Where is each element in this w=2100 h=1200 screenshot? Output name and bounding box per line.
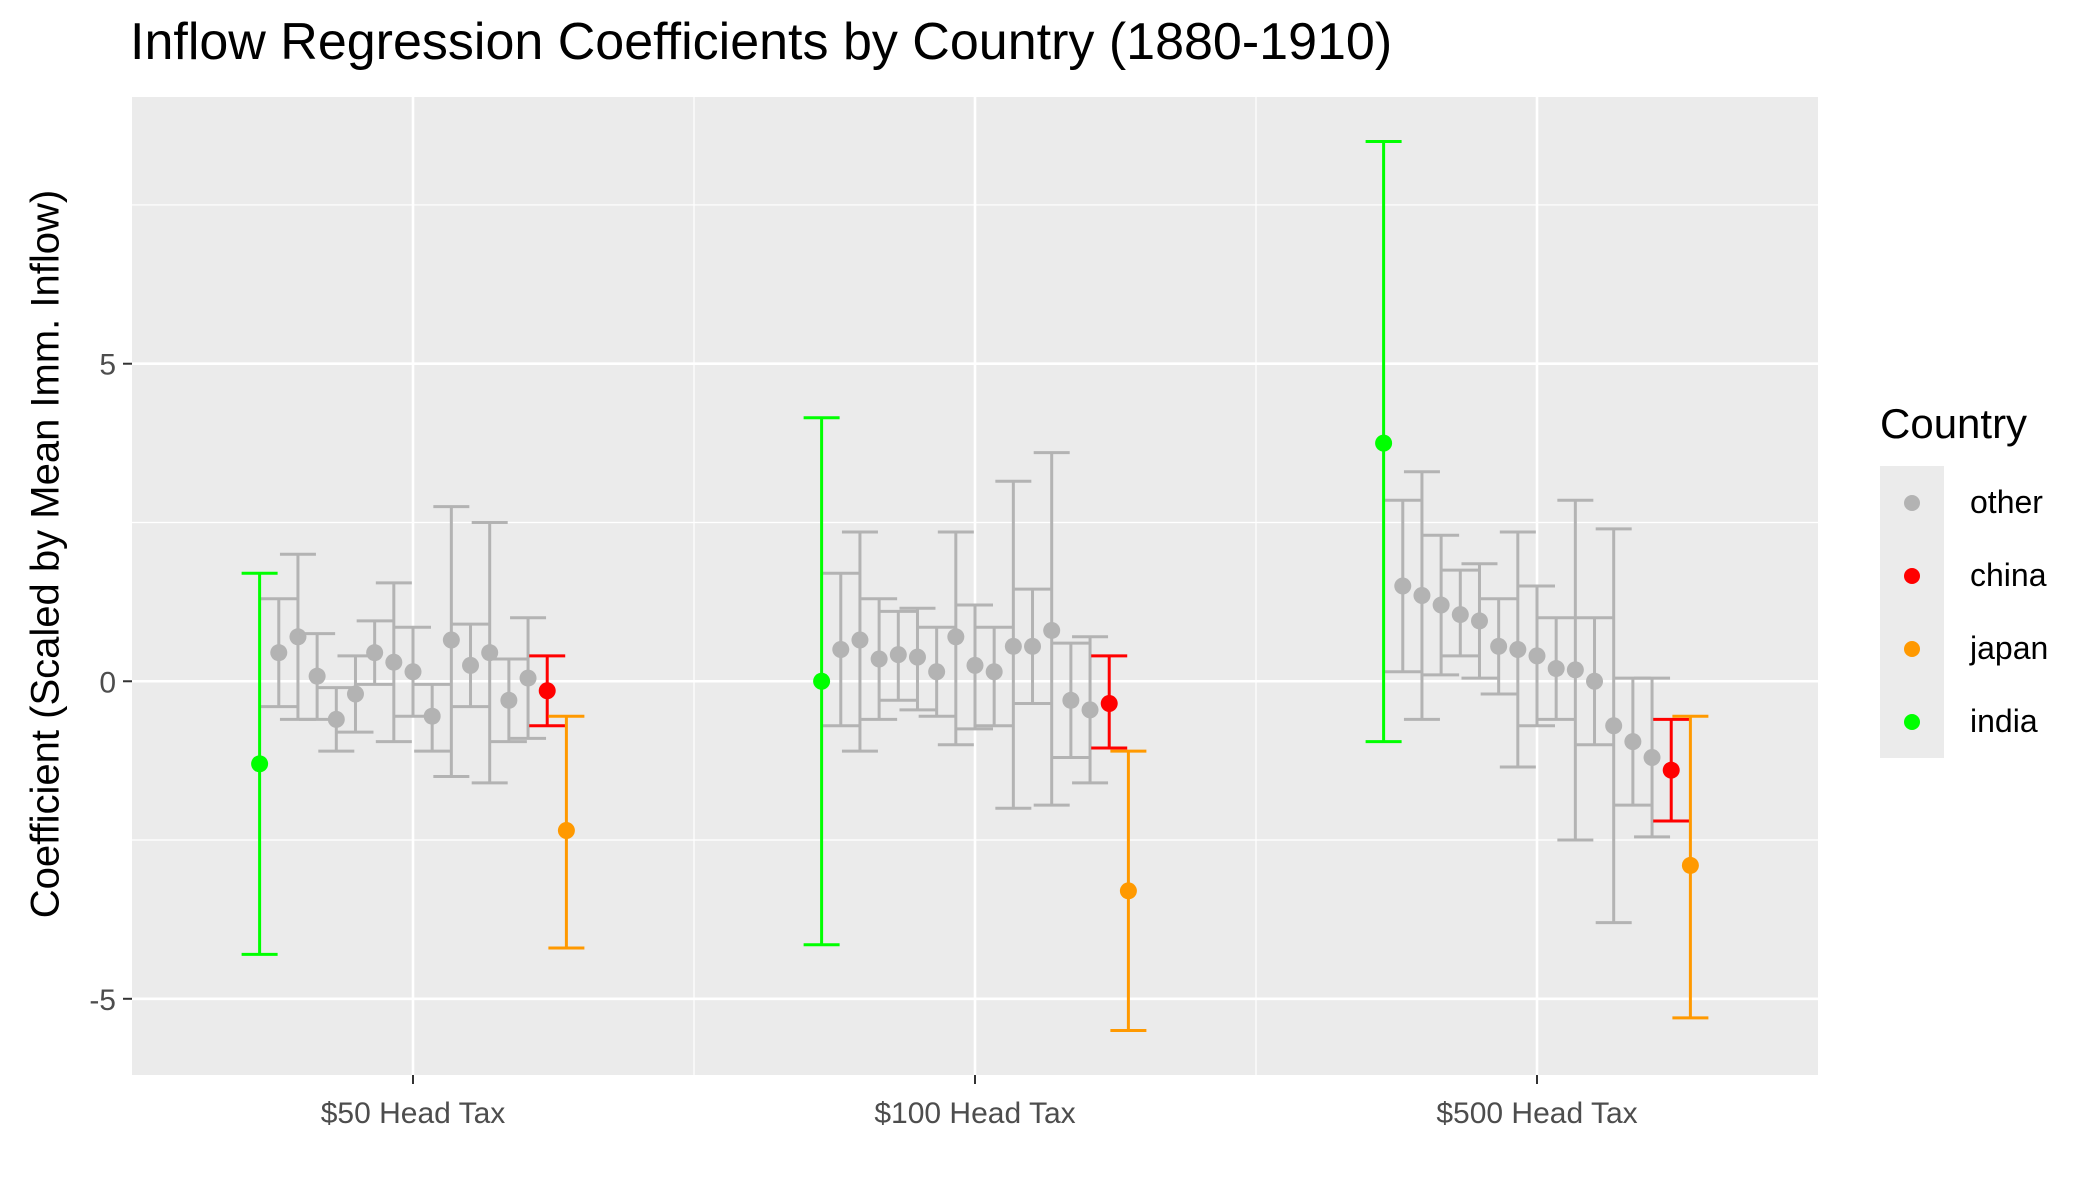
legend-label: other (1970, 484, 2043, 520)
legend-dot-india (1904, 713, 1920, 730)
point-japan (1119, 882, 1137, 900)
point-other (346, 685, 364, 703)
point-other (851, 631, 869, 649)
point-japan (557, 822, 575, 839)
point-other (1062, 691, 1080, 709)
x-tick-label: $50 Head Tax (321, 1097, 506, 1130)
point-other (1547, 660, 1565, 678)
point-other (1024, 637, 1042, 655)
chart-title: Inflow Regression Coefficients by Countr… (130, 13, 1393, 71)
point-other (1605, 717, 1623, 735)
point-india (251, 755, 269, 773)
point-china (1100, 694, 1118, 712)
y-tick-label: 5 (99, 349, 116, 382)
point-other (1043, 621, 1061, 639)
point-other (1586, 672, 1604, 690)
point-other (1004, 637, 1022, 655)
legend-label: japan (1970, 630, 2049, 666)
legend-key (1880, 612, 1944, 685)
point-other (1470, 612, 1488, 630)
legend-keys: other china japan india (1880, 466, 2048, 758)
legend-key (1880, 685, 1944, 758)
point-other (462, 656, 480, 674)
legend: Country other china japan india (1880, 400, 2048, 758)
point-other (908, 648, 926, 666)
point-other (1490, 637, 1508, 655)
legend-item-japan: japan (1880, 612, 2048, 685)
x-tick-label: $100 Head Tax (874, 1097, 1075, 1130)
point-other (481, 644, 499, 662)
legend-label: china (1970, 557, 2047, 593)
point-other (1643, 748, 1661, 766)
point-other (966, 656, 984, 674)
point-other (928, 663, 946, 681)
point-other (385, 653, 403, 671)
point-other (947, 628, 965, 646)
point-other (870, 650, 888, 668)
point-other (1394, 577, 1412, 595)
point-other (423, 707, 441, 725)
point-other (1509, 641, 1527, 659)
point-other (1432, 596, 1450, 614)
point-china (1662, 761, 1680, 779)
legend-item-other: other (1880, 466, 2048, 539)
y-tick-label: -5 (89, 984, 116, 1017)
point-japan (1681, 856, 1699, 874)
x-tick-label: $500 Head Tax (1436, 1097, 1637, 1130)
point-other (270, 644, 288, 662)
legend-dot-china (1904, 567, 1920, 584)
point-other (289, 628, 307, 646)
point-other (1451, 606, 1469, 624)
point-india (1375, 434, 1393, 452)
point-other (1624, 733, 1642, 751)
legend-key (1880, 539, 1944, 612)
point-other (1528, 647, 1546, 665)
legend-item-india: india (1880, 685, 2048, 758)
point-other (889, 646, 907, 664)
point-india (813, 672, 831, 690)
legend-key (1880, 466, 1944, 539)
point-other (308, 667, 326, 685)
point-other (366, 644, 384, 662)
point-other (1413, 587, 1431, 605)
point-other (500, 691, 518, 709)
point-other (1566, 661, 1584, 679)
point-other (985, 663, 1003, 681)
point-other (404, 663, 422, 681)
legend-dot-japan (1904, 640, 1920, 657)
legend-item-china: china (1880, 539, 2048, 612)
y-tick-label: 0 (99, 666, 116, 699)
legend-label: india (1970, 703, 2038, 739)
point-china (538, 682, 556, 700)
point-other (327, 710, 345, 728)
point-other (1081, 701, 1099, 719)
legend-dot-other (1904, 494, 1920, 511)
point-other (442, 631, 460, 649)
point-other (832, 641, 850, 659)
point-other (519, 669, 537, 687)
legend-title: Country (1880, 400, 2028, 447)
